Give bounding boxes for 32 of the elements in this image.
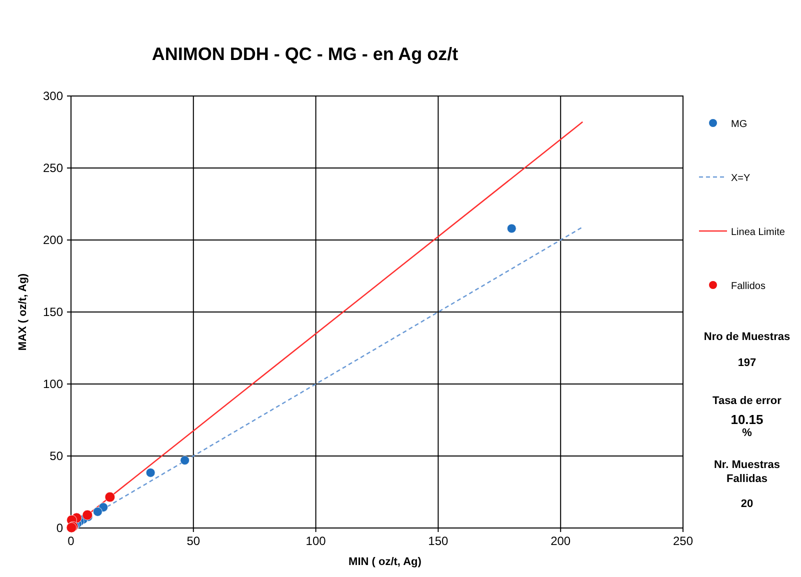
- chart-title: ANIMON DDH - QC - MG - en Ag oz/t: [152, 44, 458, 64]
- text: Nr. Muestras Fallidas: [714, 459, 780, 485]
- x-tick-label: 50: [186, 534, 200, 548]
- text: 197: [738, 357, 756, 369]
- y-tick-label: 200: [42, 233, 64, 247]
- x-tick-label: 200: [550, 534, 571, 548]
- text: 20: [740, 498, 754, 510]
- point: [104, 492, 116, 502]
- y-tick-label: 150: [42, 305, 64, 319]
- text: 10.15: [730, 412, 764, 427]
- x-tick-label: 100: [306, 534, 326, 548]
- x-tick-label: 250: [672, 534, 694, 548]
- point: [92, 507, 102, 516]
- y-axis-title: MAX ( oz/t, Ag): [17, 273, 29, 351]
- y-tick-label: 250: [42, 161, 64, 175]
- legend-label: Fallidos: [731, 281, 766, 292]
- legend-label: Linea Limite: [731, 227, 786, 238]
- text: Tasa de error: [712, 395, 782, 407]
- y-tick-label: 100: [42, 377, 64, 391]
- x-tick-label: 150: [428, 534, 449, 548]
- legend-label: MG: [731, 119, 748, 130]
- point: [146, 468, 156, 478]
- text: Nro de Muestras: [704, 331, 790, 343]
- point: [180, 456, 190, 466]
- x-tick-label: 0: [68, 534, 75, 548]
- y-tick-label: 0: [56, 521, 64, 535]
- legend-label: X=Y: [731, 173, 751, 184]
- y-tick-label: 50: [50, 449, 64, 463]
- x-axis-title: MIN ( oz/t, Ag): [348, 556, 422, 568]
- point: [506, 224, 516, 234]
- y-tick-label: 300: [42, 89, 64, 103]
- text: %: [742, 427, 752, 439]
